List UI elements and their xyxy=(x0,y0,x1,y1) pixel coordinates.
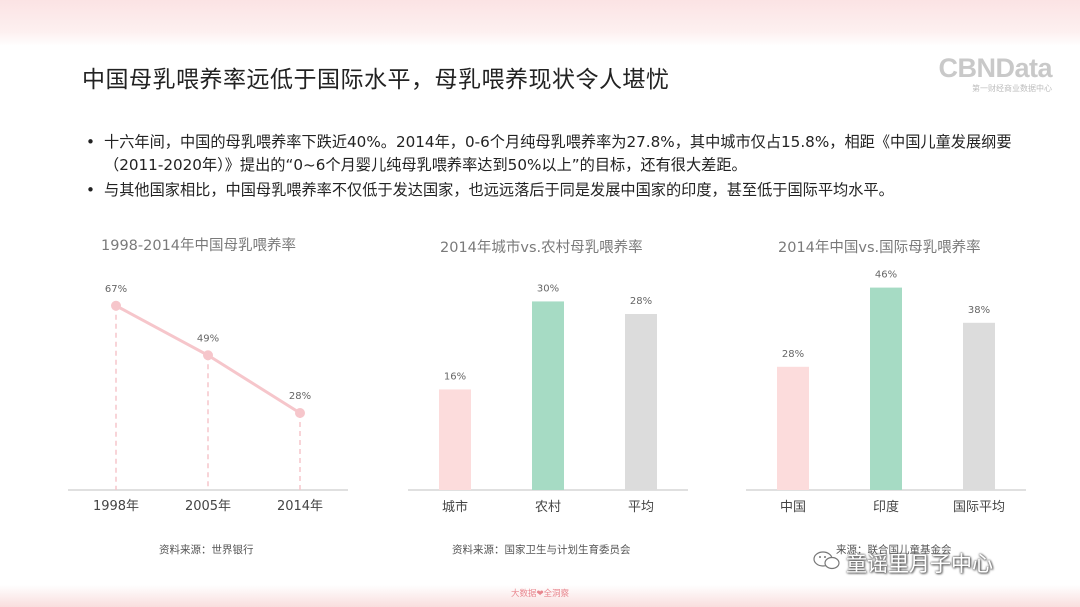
bullet-list: • 十六年间，中国的母乳喂养率下跌近40%。2014年，0-6个月纯母乳喂养率为… xyxy=(86,131,1066,202)
bullet-dot: • xyxy=(86,133,95,151)
chart1-x-tick-label: 2014年 xyxy=(277,499,323,514)
chart2-bar xyxy=(439,389,471,490)
bullet-text: 十六年间，中国的母乳喂养率下跌近40%。2014年，0-6个月纯母乳喂养率为27… xyxy=(104,133,1012,174)
chart1-data-label: 67% xyxy=(105,284,127,295)
watermark-text: 童谣里月子中心 xyxy=(846,552,993,576)
page-title: 中国母乳喂养率远低于国际水平，母乳喂养现状令人堪忧 xyxy=(82,67,670,93)
chart2-source: 资料来源：国家卫生与计划生育委员会 xyxy=(452,544,631,556)
chart1-data-label: 49% xyxy=(197,333,219,344)
chart1-point xyxy=(203,350,213,361)
chart3-data-label: 38% xyxy=(968,305,990,316)
bullet-text: 与其他国家相比，中国母乳喂养率不仅低于发达国家，也远远落后于同是发展中国家的印度… xyxy=(104,181,894,199)
chart2-title: 2014年城市vs.农村母乳喂养率 xyxy=(440,240,643,256)
chart1-x-tick-label: 1998年 xyxy=(93,499,139,514)
bullet-dot: • xyxy=(86,181,95,199)
chart3-data-label: 46% xyxy=(875,270,897,281)
bottom-decor-band xyxy=(0,585,1080,607)
brand-logo: CBNData 第一财经商业数据中心 xyxy=(938,54,1052,94)
chart2-data-label: 28% xyxy=(630,296,652,307)
chart3-bar xyxy=(963,322,995,490)
chart2-x-tick-label: 城市 xyxy=(442,499,468,515)
chart3-title: 2014年中国vs.国际母乳喂养率 xyxy=(778,240,981,256)
chart3-data-label: 28% xyxy=(782,349,804,360)
chart2-bar xyxy=(625,314,657,490)
chart3-x-tick-label: 中国 xyxy=(780,500,806,515)
chart1-source: 资料来源：世界银行 xyxy=(159,544,254,556)
wechat-icon xyxy=(813,551,840,570)
chart1-point xyxy=(111,300,121,311)
chart2-x-tick-label: 农村 xyxy=(535,500,561,515)
chart3-bar xyxy=(870,287,902,490)
chart2-x-tick-label: 平均 xyxy=(628,500,654,515)
chart3-x-tick-label: 国际平均 xyxy=(953,500,1005,515)
chart3-source: 来源：联合国儿童基金会 xyxy=(836,544,952,556)
bullet-item: • 与其他国家相比，中国母乳喂养率不仅低于发达国家，也远远落后于同是发展中国家的… xyxy=(86,179,1066,202)
chart1-x-tick-label: 2005年 xyxy=(185,499,231,514)
top-decor-band xyxy=(0,0,1080,46)
chart3-x-tick-label: 印度 xyxy=(873,499,899,515)
logo-wordmark: CBNData xyxy=(938,53,1052,83)
bullet-item: • 十六年间，中国的母乳喂养率下跌近40%。2014年，0-6个月纯母乳喂养率为… xyxy=(86,131,1066,177)
chart1-data-label: 28% xyxy=(289,391,311,402)
footer-text: 大数据❤全洞察 xyxy=(510,589,570,599)
chart2-bar xyxy=(532,301,564,490)
chart3-bar xyxy=(777,366,809,490)
chart1-title: 1998-2014年中国母乳喂养率 xyxy=(101,238,297,254)
chart2-data-label: 16% xyxy=(444,371,466,382)
chart2-data-label: 30% xyxy=(537,283,559,294)
chart1-point xyxy=(295,408,305,418)
logo-tagline: 第一财经商业数据中心 xyxy=(972,84,1052,93)
